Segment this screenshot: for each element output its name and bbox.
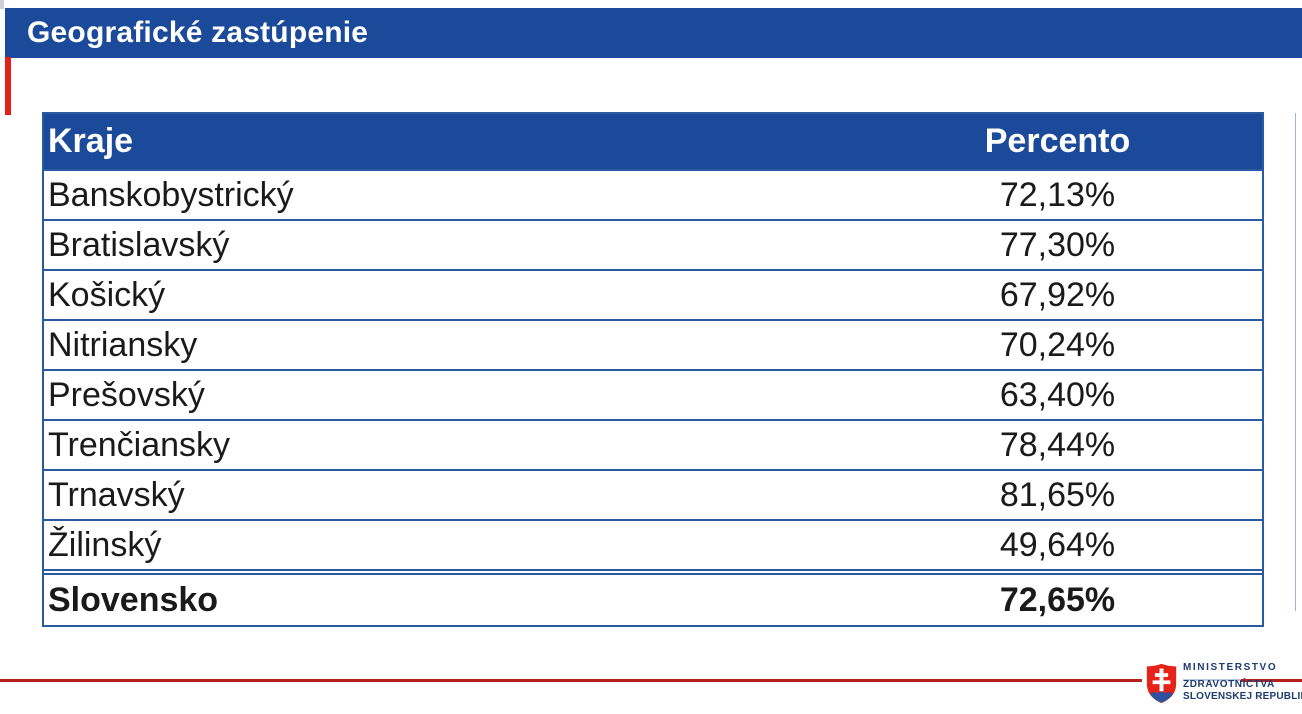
region-name: Trnavský	[48, 475, 185, 514]
total-percent: 72,65%	[999, 580, 1116, 619]
total-name: Slovensko	[48, 580, 219, 619]
region-name: Nitriansky	[48, 325, 198, 364]
footer-rule-right	[1241, 679, 1302, 682]
table-row: Trnavský 81,65%	[44, 469, 1262, 519]
table-total-row: Slovensko 72,65%	[44, 569, 1262, 625]
footer-rule-under-ministerstvo	[1183, 679, 1241, 681]
table-row: Banskobystrický 72,13%	[44, 169, 1262, 219]
window-edge-artifact	[0, 0, 4, 9]
slide-title-bar: Geografické zastúpenie	[5, 8, 1302, 58]
region-name: Žilinský	[48, 525, 162, 564]
ministry-line1: MINISTERSTVO	[1183, 662, 1278, 673]
ministry-line2: ZDRAVOTNÍCTVA	[1183, 679, 1275, 690]
region-percent: 72,13%	[999, 175, 1116, 214]
region-name: Trenčiansky	[48, 425, 231, 464]
region-percent: 70,24%	[999, 325, 1116, 364]
region-percent: 81,65%	[999, 475, 1116, 514]
column-header-region: Kraje	[48, 122, 134, 160]
table-row: Prešovský 63,40%	[44, 369, 1262, 419]
regions-table: Kraje Percento Banskobystrický 72,13% Br…	[42, 112, 1264, 627]
table-row: Nitriansky 70,24%	[44, 319, 1262, 369]
footer-rule-left	[0, 679, 1142, 682]
table-header-row: Kraje Percento	[44, 114, 1262, 169]
table-row: Trenčiansky 78,44%	[44, 419, 1262, 469]
slovak-coat-of-arms-icon	[1146, 663, 1177, 704]
ministry-wordmark: MINISTERSTVO ZDRAVOTNÍCTVA SLOVENSKEJ RE…	[1183, 663, 1302, 702]
region-percent: 67,92%	[999, 275, 1116, 314]
region-percent: 78,44%	[999, 425, 1116, 464]
ministry-line3: SLOVENSKEJ REPUBLIKY	[1183, 691, 1302, 702]
region-name: Košický	[48, 275, 166, 314]
column-header-percent: Percento	[984, 122, 1131, 160]
table-row: Žilinský 49,64%	[44, 519, 1262, 569]
region-name: Prešovský	[48, 375, 205, 414]
table-side-guide-line	[1295, 113, 1296, 611]
red-accent-bar	[5, 57, 11, 115]
page-title: Geografické zastúpenie	[27, 16, 369, 49]
region-percent: 77,30%	[999, 225, 1116, 264]
region-name: Bratislavský	[48, 225, 230, 264]
table-row: Košický 67,92%	[44, 269, 1262, 319]
table-row: Bratislavský 77,30%	[44, 219, 1262, 269]
region-percent: 63,40%	[999, 375, 1116, 414]
region-name: Banskobystrický	[48, 175, 294, 214]
region-percent: 49,64%	[999, 525, 1116, 564]
